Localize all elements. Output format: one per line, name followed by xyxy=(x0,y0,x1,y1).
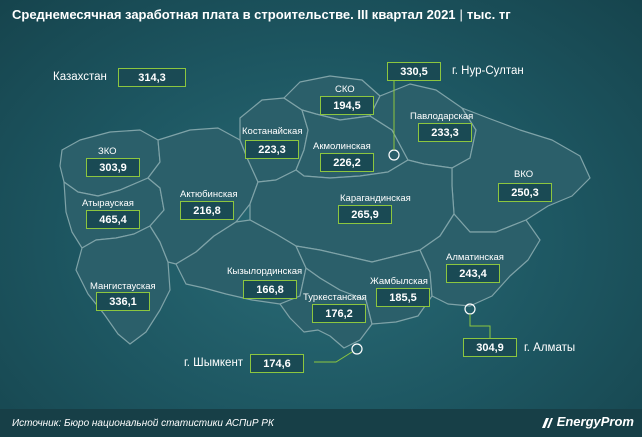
label-almaty-region: Алматинская xyxy=(446,252,504,263)
value-karaganda: 265,9 xyxy=(338,205,392,224)
value-sko: 194,5 xyxy=(320,96,374,115)
value-almaty-region: 243,4 xyxy=(446,264,500,283)
label-sko: СКО xyxy=(335,84,355,95)
value-turkestan: 176,2 xyxy=(312,304,366,323)
label-karaganda: Карагандинская xyxy=(340,193,411,204)
marker-shymkent xyxy=(351,343,363,355)
value-almaty-city: 304,9 xyxy=(463,338,517,357)
brand-logo: EnergyProm xyxy=(540,414,634,429)
leader-shymkent xyxy=(314,351,353,363)
value-shymkent: 174,6 xyxy=(250,354,304,373)
footer-bar xyxy=(0,409,642,437)
logo-text: EnergyProm xyxy=(556,414,634,429)
value-mangistau: 336,1 xyxy=(96,292,150,311)
value-kyzylorda: 166,8 xyxy=(243,280,297,299)
region-almaty xyxy=(419,213,541,307)
label-turkestan: Туркестанская xyxy=(303,292,367,303)
label-almaty-city: г. Алматы xyxy=(524,342,576,354)
value-atyrau: 465,4 xyxy=(86,210,140,229)
value-akmola: 226,2 xyxy=(320,153,374,172)
value-vko: 250,3 xyxy=(498,183,552,202)
value-zhambyl: 185,5 xyxy=(376,288,430,307)
value-kostanay: 223,3 xyxy=(245,140,299,159)
label-mangistau: Мангистауская xyxy=(90,281,156,292)
leader-almaty-city xyxy=(469,314,491,338)
label-atyrau: Атырауская xyxy=(82,198,134,209)
title-unit: тыс. тг xyxy=(466,7,511,22)
energyprom-logo-icon xyxy=(541,417,553,428)
value-pavlodar: 233,3 xyxy=(418,123,472,142)
label-nur-sultan: г. Нур-Султан xyxy=(452,65,524,77)
label-pavlodar: Павлодарская xyxy=(410,111,474,122)
chart-title: Среднемесячная заработная плата в строит… xyxy=(12,7,511,22)
title-text: Среднемесячная заработная плата в строит… xyxy=(12,7,456,22)
label-kostanay: Костанайская xyxy=(242,126,303,137)
title-separator: | xyxy=(459,7,463,22)
label-vko: ВКО xyxy=(514,169,534,180)
label-akmola: Акмолинская xyxy=(313,141,371,152)
label-aktobe: Актюбинская xyxy=(180,189,238,200)
label-zko: ЗКО xyxy=(98,146,117,157)
label-shymkent: г. Шымкент xyxy=(184,357,244,369)
label-kazakhstan: Казахстан xyxy=(53,71,107,83)
value-kazakhstan: 314,3 xyxy=(118,68,186,87)
value-nur-sultan: 330,5 xyxy=(387,62,441,81)
value-zko: 303,9 xyxy=(86,158,140,177)
source-note: Источник: Бюро национальной статистики А… xyxy=(12,418,274,429)
value-aktobe: 216,8 xyxy=(180,201,234,220)
label-kyzylorda: Кызылординская xyxy=(227,266,303,277)
label-zhambyl: Жамбылская xyxy=(370,276,428,287)
